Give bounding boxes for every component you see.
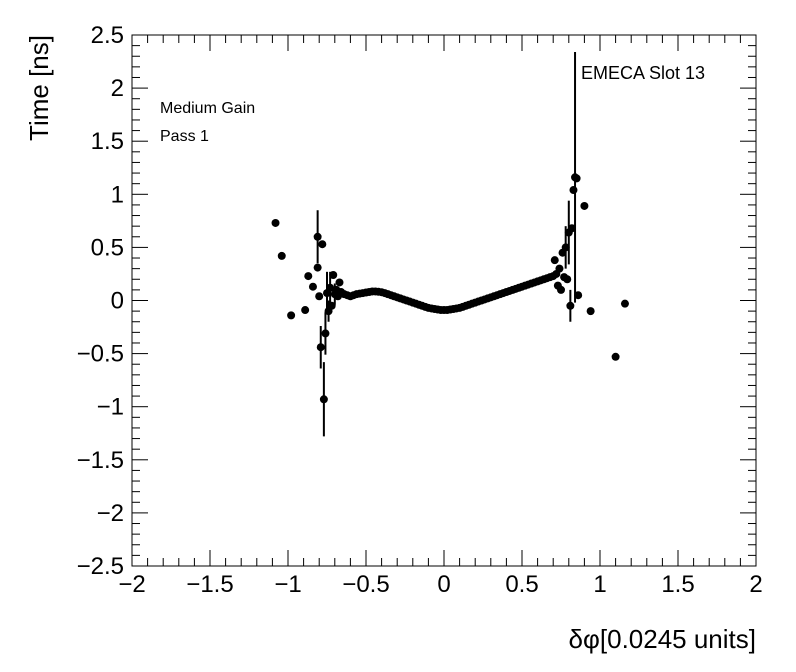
y-tick-label: 0.5 xyxy=(91,234,124,261)
data-point xyxy=(586,307,595,316)
x-tick-label: 1.5 xyxy=(661,571,694,598)
data-point xyxy=(335,278,344,287)
data-point xyxy=(271,218,280,227)
data-point xyxy=(329,271,338,280)
x-tick-label: −0.5 xyxy=(342,571,389,598)
x-tick-label: 1 xyxy=(593,571,606,598)
y-tick-label: −2.5 xyxy=(77,553,124,580)
y-tick-label: −1 xyxy=(97,394,124,421)
data-point xyxy=(326,283,335,292)
data-point xyxy=(315,292,324,301)
x-tick-label: 2 xyxy=(749,571,762,598)
data-point xyxy=(611,352,620,361)
data-point xyxy=(572,174,581,183)
y-tick-label: −2 xyxy=(97,500,124,527)
data-point xyxy=(318,240,327,249)
data-points xyxy=(271,51,629,437)
data-point xyxy=(561,243,570,252)
data-point xyxy=(287,311,296,320)
data-point xyxy=(620,299,629,308)
y-tick-label: 0 xyxy=(111,288,124,315)
data-point xyxy=(301,306,310,315)
y-tick-label: 2 xyxy=(111,75,124,102)
x-tick-label: −2 xyxy=(118,571,145,598)
data-point xyxy=(563,275,572,284)
data-point xyxy=(319,395,328,404)
y-tick-label: −1.5 xyxy=(77,447,124,474)
data-point xyxy=(313,232,322,241)
y-tick-label: 1.5 xyxy=(91,128,124,155)
axis-tick-labels: −2 −1.5 −1 −0.5 0 0.5 1 1.5 2−2.5−2−1.5−1−0.500.… xyxy=(77,22,763,598)
data-point xyxy=(327,301,336,310)
data-point xyxy=(313,263,322,272)
data-point xyxy=(321,329,330,338)
annotation-slot: EMECA Slot 13 xyxy=(581,63,705,83)
data-point xyxy=(580,201,589,210)
annotation-pass: Pass 1 xyxy=(160,128,209,145)
data-point xyxy=(304,272,313,281)
x-tick-label: −1 xyxy=(274,571,301,598)
data-point xyxy=(569,186,578,195)
x-tick-label: 0 xyxy=(437,571,450,598)
data-point xyxy=(550,256,559,265)
x-tick-label: −1.5 xyxy=(186,571,233,598)
x-axis-label: δφ[0.0245 units] xyxy=(569,624,756,654)
data-point xyxy=(566,301,575,310)
x-tick-label: 0.5 xyxy=(505,571,538,598)
data-point xyxy=(277,251,286,260)
y-tick-label: 2.5 xyxy=(91,22,124,49)
data-point xyxy=(308,282,317,291)
axis-ticks xyxy=(131,34,757,567)
annotation-gain: Medium Gain xyxy=(160,100,255,117)
data-point xyxy=(574,291,583,300)
y-tick-label: −0.5 xyxy=(77,341,124,368)
y-axis-label: Time [ns] xyxy=(24,35,54,141)
data-point xyxy=(557,285,565,294)
data-point xyxy=(555,264,564,273)
data-point xyxy=(316,343,325,352)
y-tick-label: 1 xyxy=(111,181,124,208)
data-point xyxy=(567,224,576,233)
